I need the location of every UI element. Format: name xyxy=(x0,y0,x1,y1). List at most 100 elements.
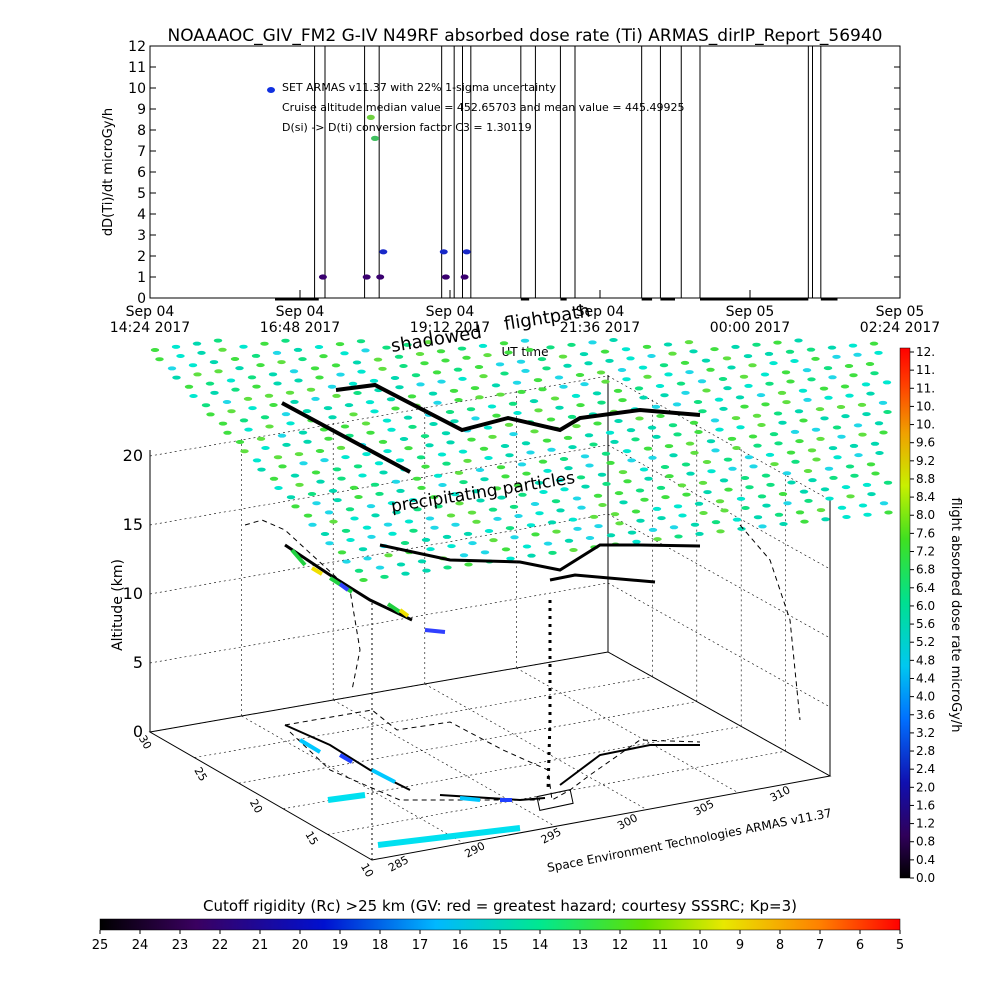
lat-tick-label: 10 xyxy=(358,861,376,880)
particle-marker xyxy=(537,357,547,362)
top-y-tick-label: 9 xyxy=(137,102,146,118)
particle-marker xyxy=(686,471,695,476)
particle-marker xyxy=(530,502,540,506)
particle-marker xyxy=(862,412,871,417)
dose-tick-label: 8.4 xyxy=(916,490,935,504)
particle-marker xyxy=(442,534,452,539)
particle-marker xyxy=(652,506,662,511)
particle-marker xyxy=(609,338,618,342)
particle-marker xyxy=(884,510,893,515)
particle-marker xyxy=(766,482,775,487)
particle-marker xyxy=(706,439,716,444)
particle-marker xyxy=(429,422,438,427)
particle-marker xyxy=(353,390,362,395)
particle-marker xyxy=(269,402,278,407)
particle-marker xyxy=(614,418,623,423)
particle-marker xyxy=(618,398,627,403)
particle-marker xyxy=(382,345,391,350)
particle-marker xyxy=(638,365,648,370)
particle-marker xyxy=(619,500,628,505)
particle-marker xyxy=(150,348,160,352)
particle-marker xyxy=(782,400,791,405)
particle-marker xyxy=(488,434,497,439)
particle-marker xyxy=(702,388,711,393)
particle-marker xyxy=(371,513,380,518)
particle-marker xyxy=(535,511,544,516)
particle-marker xyxy=(672,402,682,407)
particle-marker xyxy=(560,487,569,492)
particle-marker xyxy=(265,424,274,429)
particle-marker xyxy=(808,478,817,483)
top-x-axis-label: UT time xyxy=(501,345,548,359)
particle-marker xyxy=(769,432,779,437)
dose-tick-label: 11. xyxy=(916,363,935,377)
particle-marker xyxy=(480,477,489,482)
top-x-tick-label: Sep 04 xyxy=(426,304,475,320)
particle-marker xyxy=(171,344,181,349)
particle-marker xyxy=(786,450,796,455)
particle-marker xyxy=(320,458,329,463)
particle-marker xyxy=(333,498,342,503)
particle-marker xyxy=(870,371,879,376)
particle-marker xyxy=(867,492,876,497)
z-grid-line-right xyxy=(607,513,831,639)
particle-marker xyxy=(617,368,627,373)
particle-marker xyxy=(382,418,392,423)
particle-marker xyxy=(622,377,631,382)
particle-marker xyxy=(324,436,333,441)
particle-marker xyxy=(480,550,490,555)
particle-marker xyxy=(568,445,577,450)
rigidity-title: Cutoff rigidity (Rc) >25 km (GV: red = g… xyxy=(203,897,797,915)
particle-marker xyxy=(286,421,295,426)
particle-marker xyxy=(690,522,700,527)
particle-marker xyxy=(520,338,530,343)
particle-marker xyxy=(289,369,299,374)
particle-marker xyxy=(600,349,610,354)
particle-marker xyxy=(758,524,767,529)
dose-tick-label: 10. xyxy=(916,399,935,413)
particle-marker xyxy=(403,415,413,420)
z-tick-label: 5 xyxy=(133,653,143,672)
particle-marker xyxy=(669,453,678,458)
particle-marker xyxy=(474,364,484,369)
particle-marker xyxy=(274,486,283,490)
particle-marker xyxy=(476,498,485,503)
top-y-tick-label: 4 xyxy=(137,207,146,223)
particle-marker xyxy=(861,382,871,387)
particle-marker xyxy=(468,541,477,546)
particle-marker xyxy=(874,350,883,355)
particle-marker xyxy=(836,404,846,409)
particle-marker xyxy=(421,464,430,469)
particle-marker xyxy=(310,366,320,371)
particle-marker xyxy=(395,385,404,390)
particle-marker xyxy=(539,490,548,495)
particle-marker xyxy=(396,488,405,493)
particle-marker xyxy=(845,464,855,469)
particle-marker xyxy=(798,388,808,393)
particle-marker xyxy=(546,417,556,422)
dose-point xyxy=(376,274,385,280)
particle-marker xyxy=(400,540,410,545)
particle-marker xyxy=(567,342,576,347)
particle-marker xyxy=(307,492,317,497)
top-y-tick-label: 2 xyxy=(137,249,146,265)
dose-tick-label: 10. xyxy=(916,418,935,432)
lat-tick-label: 15 xyxy=(302,829,320,848)
particle-marker xyxy=(243,396,253,401)
particle-marker xyxy=(369,378,379,383)
particle-marker xyxy=(697,379,707,384)
particle-marker xyxy=(651,404,661,409)
particle-marker xyxy=(684,340,694,345)
particle-marker xyxy=(840,384,850,389)
particle-marker xyxy=(786,379,795,384)
particle-marker xyxy=(362,452,371,457)
particle-marker xyxy=(804,498,813,503)
floor-grid-line xyxy=(194,676,653,758)
particle-marker xyxy=(559,456,569,461)
top-y-tick-label: 8 xyxy=(137,123,146,139)
particle-marker xyxy=(467,437,476,442)
particle-marker xyxy=(269,476,279,481)
rigidity-tick-label: 8 xyxy=(776,938,784,953)
particle-marker xyxy=(606,460,615,465)
